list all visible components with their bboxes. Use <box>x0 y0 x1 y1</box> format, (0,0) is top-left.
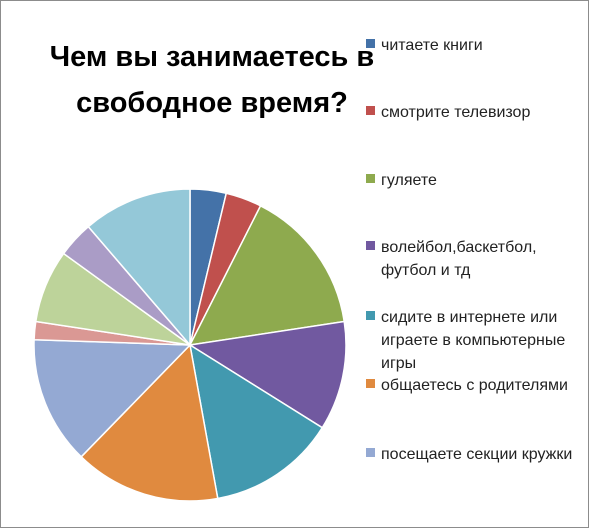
legend-swatch <box>366 311 375 320</box>
pie-slice-4 <box>187 320 347 429</box>
chart-title: Чем вы занимаетесь в свободное время? <box>22 34 402 126</box>
legend-label: общаетесь с родителями <box>381 377 568 394</box>
pie-slices <box>33 188 347 502</box>
chart-title-line-2: свободное время? <box>76 87 348 119</box>
legend-swatch <box>366 448 375 457</box>
legend-label: читаете книги <box>381 37 483 54</box>
legend-label: гуляете <box>381 172 437 189</box>
chart-title-line-1: Чем вы занимаетесь в <box>49 41 375 73</box>
pie-slice-11 <box>87 188 191 348</box>
pie-slice-5 <box>188 343 324 500</box>
legend-swatch <box>366 39 375 48</box>
pie-slice-6 <box>80 343 219 502</box>
legend-label: смотрите телевизор <box>381 104 531 121</box>
legend-label: волейбол,баскетбол, футбол и тд <box>381 239 537 279</box>
pie-slice-7 <box>33 338 192 458</box>
legend-swatch <box>366 174 375 183</box>
legend-swatch <box>366 241 375 250</box>
legend-swatch <box>366 379 375 388</box>
legend-swatch <box>366 106 375 115</box>
pie-slice-3 <box>188 204 346 346</box>
legend-label: сидите в интернете или играете в компьют… <box>381 309 566 372</box>
legend-label: посещаете секции кружки <box>381 446 573 463</box>
